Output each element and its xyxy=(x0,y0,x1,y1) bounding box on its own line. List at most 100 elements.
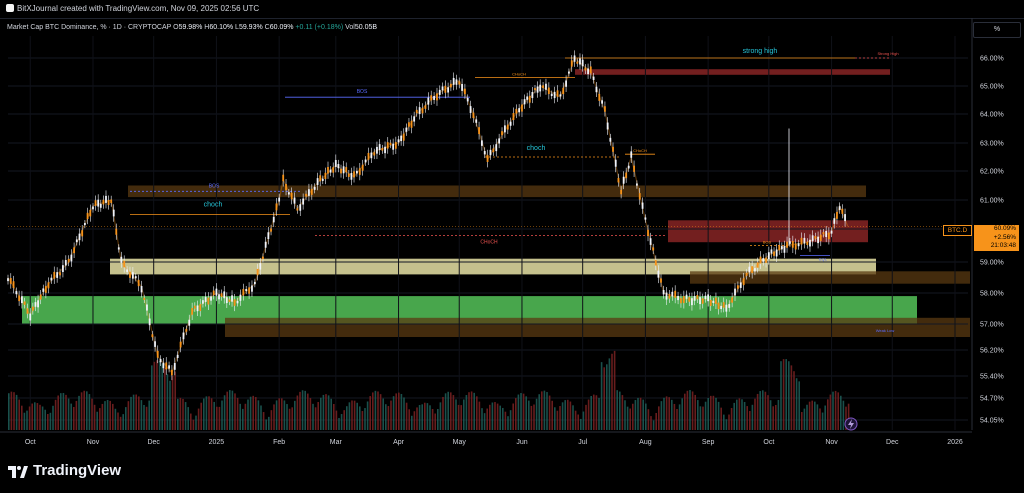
candle-body xyxy=(523,99,526,105)
candle-body xyxy=(256,268,259,276)
volume-bar xyxy=(801,412,803,430)
candle-body xyxy=(762,258,765,262)
candle-body xyxy=(660,278,662,283)
volume-bar xyxy=(437,409,439,430)
candle-body xyxy=(413,116,416,122)
candle-body xyxy=(512,112,515,120)
volume-bar xyxy=(842,400,845,430)
volume-bar xyxy=(590,396,592,430)
candle-body xyxy=(452,77,455,85)
volume-bar xyxy=(379,394,382,430)
candle-body xyxy=(126,269,128,272)
volume-bar xyxy=(621,395,624,430)
candle-body xyxy=(378,144,381,151)
volume-bar xyxy=(327,395,330,430)
volume-bar xyxy=(34,402,36,430)
volume-bar xyxy=(8,393,10,430)
candle-body xyxy=(115,228,118,235)
candle-body xyxy=(469,106,472,113)
candle-body xyxy=(251,285,253,292)
volume-bar xyxy=(847,403,850,430)
volume-bar xyxy=(86,391,88,430)
volume-bar xyxy=(361,411,364,430)
annotation-label: Strong High xyxy=(877,51,898,56)
candle-body xyxy=(606,122,609,130)
volume-bar xyxy=(62,392,65,430)
candle-body xyxy=(638,193,641,200)
candle-body xyxy=(272,216,275,223)
percent-scale-button[interactable]: % xyxy=(973,22,1021,38)
volume-bar xyxy=(457,404,460,430)
volume-bar xyxy=(665,396,668,430)
author-icon xyxy=(6,4,14,12)
candle-body xyxy=(21,296,23,304)
candle-body xyxy=(841,208,844,214)
candle-body xyxy=(23,301,26,305)
candle-body xyxy=(570,60,573,67)
candle-body xyxy=(584,67,587,71)
volume-bar xyxy=(96,411,98,430)
price-chart[interactable]: strong high Strong HighBOSBOSchochchochCH… xyxy=(0,0,1024,455)
volume-bar xyxy=(629,408,631,430)
candle-body xyxy=(340,168,342,174)
x-tick-label: Nov xyxy=(87,439,100,446)
candle-body xyxy=(267,232,270,239)
volume-bar xyxy=(203,398,205,430)
volume-bar xyxy=(174,371,176,430)
candle-body xyxy=(636,183,638,186)
volume-layer xyxy=(8,350,850,430)
candle-body xyxy=(601,100,604,104)
candle-body xyxy=(259,263,262,270)
volume-bar xyxy=(260,405,262,430)
volume-bar xyxy=(125,407,127,430)
candle-body xyxy=(441,86,444,91)
volume-bar xyxy=(585,404,587,430)
candle-body xyxy=(223,291,226,299)
y-tick-label: 61.00% xyxy=(980,198,1004,205)
volume-bar xyxy=(304,390,306,430)
x-tick-label: Feb xyxy=(273,439,285,446)
candle-body xyxy=(293,197,296,204)
volume-bar xyxy=(299,391,301,430)
candle-body xyxy=(117,247,120,250)
candle-body xyxy=(159,358,162,363)
bar-countdown: 21:03:48 xyxy=(990,242,1016,249)
volume-bar xyxy=(164,368,166,430)
alert-icon[interactable] xyxy=(844,417,858,431)
candle-body xyxy=(595,86,598,93)
candle-body xyxy=(742,278,745,286)
candle-body xyxy=(386,142,389,149)
volume-bar xyxy=(200,402,202,430)
candle-body xyxy=(188,319,191,326)
volume-bar xyxy=(712,395,715,430)
candle-body xyxy=(809,239,811,247)
candle-body xyxy=(120,256,123,263)
candle-body xyxy=(573,55,576,62)
volume-bar xyxy=(268,416,270,430)
volume-bar xyxy=(754,398,756,430)
candle-body xyxy=(62,265,64,272)
annotation-label: choch xyxy=(204,202,223,209)
candle-body xyxy=(418,107,421,115)
candle-body xyxy=(447,87,450,93)
y-tick-label: 55.40% xyxy=(980,374,1004,381)
x-tick-label: Oct xyxy=(763,439,774,446)
x-tick-label: Jun xyxy=(516,439,527,446)
volume-bar xyxy=(52,405,54,430)
volume-bar xyxy=(455,399,457,430)
volume-bar xyxy=(192,419,195,430)
volume-bar xyxy=(403,397,405,430)
candle-body xyxy=(140,286,143,293)
chart-frame[interactable] xyxy=(0,18,1024,456)
volume-bar xyxy=(619,391,621,430)
volume-bar xyxy=(671,399,673,430)
candle-body xyxy=(466,98,469,102)
volume-bar xyxy=(421,404,423,430)
volume-bar xyxy=(782,359,785,430)
volume-bar xyxy=(660,401,663,430)
candle-body xyxy=(458,81,461,85)
candle-body xyxy=(282,174,285,182)
volume-bar xyxy=(764,391,767,430)
candle-body xyxy=(778,244,781,251)
annotation-label: BOS xyxy=(357,89,368,95)
